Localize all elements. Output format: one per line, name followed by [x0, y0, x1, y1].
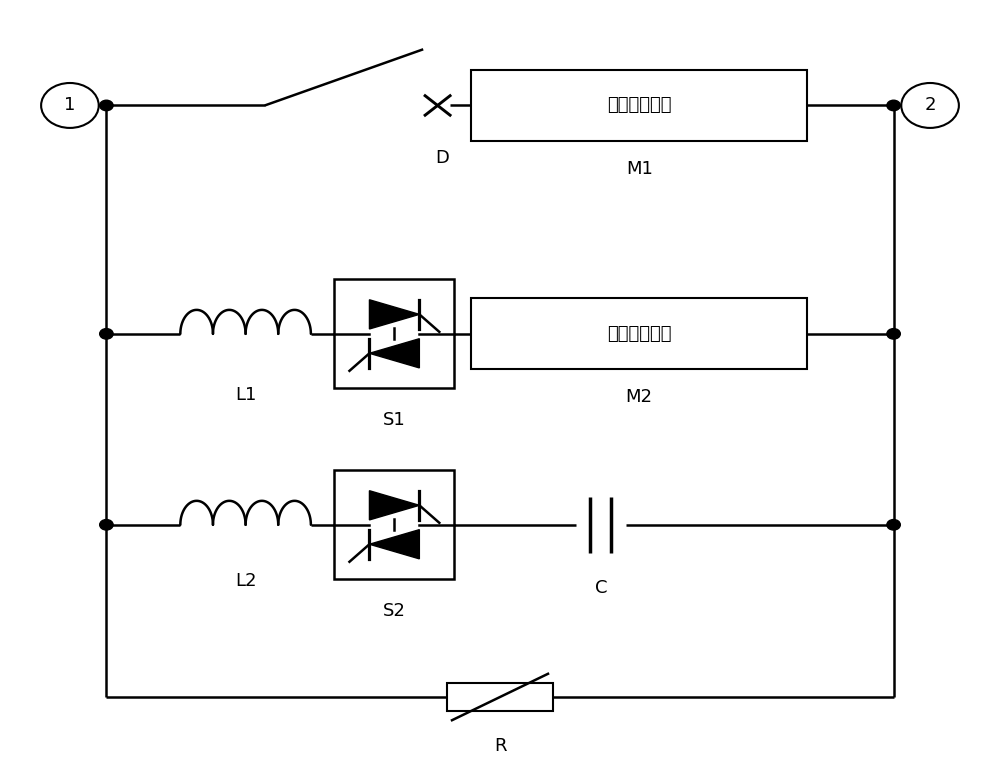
Text: L2: L2: [235, 572, 256, 590]
Text: 1: 1: [64, 97, 76, 115]
Bar: [447, 682, 553, 711]
Text: R: R: [494, 736, 506, 755]
Text: 2: 2: [924, 97, 936, 115]
Circle shape: [100, 519, 113, 530]
Polygon shape: [369, 300, 419, 329]
Circle shape: [887, 328, 900, 339]
Polygon shape: [369, 530, 419, 558]
Text: L1: L1: [235, 386, 256, 404]
Polygon shape: [369, 339, 419, 368]
Bar: [334, 470, 454, 580]
Text: C: C: [595, 580, 607, 597]
Bar: [471, 70, 807, 141]
Bar: [334, 279, 454, 388]
Circle shape: [887, 519, 900, 530]
Circle shape: [887, 100, 900, 111]
Polygon shape: [369, 491, 419, 520]
Circle shape: [100, 328, 113, 339]
Text: M1: M1: [626, 160, 653, 178]
Text: 电流转移模块: 电流转移模块: [607, 324, 671, 343]
Text: D: D: [435, 149, 449, 167]
Text: S1: S1: [383, 411, 406, 429]
Circle shape: [100, 100, 113, 111]
Text: 电流转移模块: 电流转移模块: [607, 97, 671, 115]
Bar: [471, 298, 807, 370]
Text: M2: M2: [626, 388, 653, 406]
Text: S2: S2: [383, 602, 406, 620]
